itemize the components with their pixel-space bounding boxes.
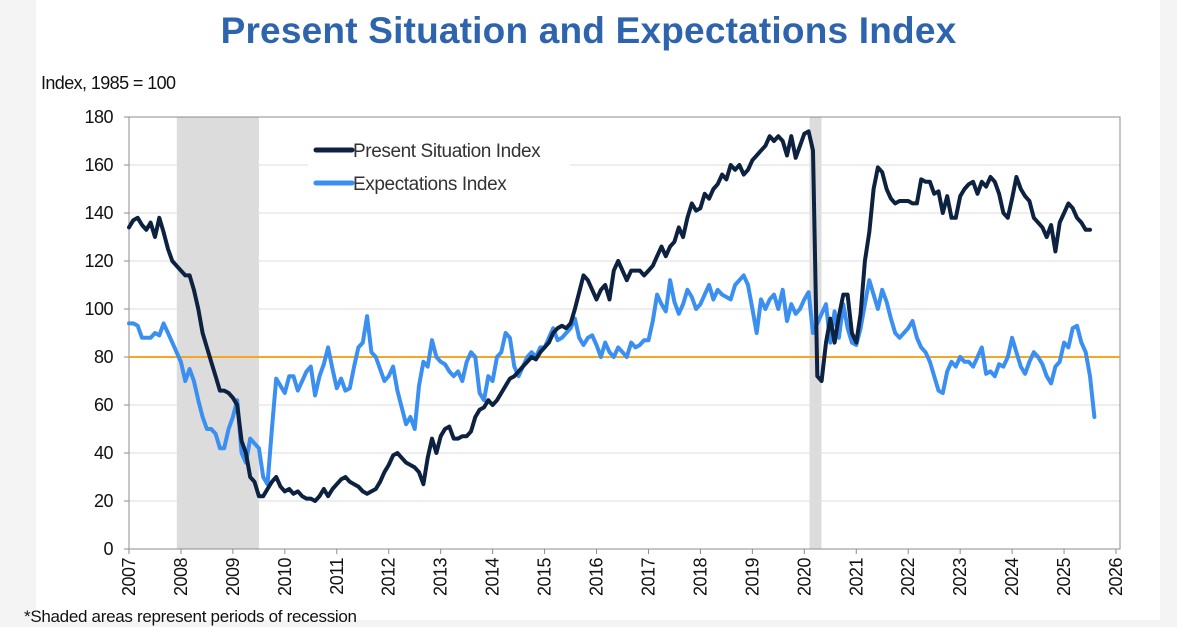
y-tick-label: 160 <box>84 155 113 175</box>
x-tick-label: 2016 <box>587 558 607 597</box>
plot-frame <box>128 116 1121 550</box>
series-group <box>127 129 1097 503</box>
y-tick-label: 20 <box>94 491 114 511</box>
x-axis-ticks: 2007 2008 2009 2010 2011 2012 2013 2014 2015 2016… <box>119 549 1126 596</box>
y-axis-label: Index, 1985 = 100 <box>41 73 176 93</box>
series-line-present-situation-index <box>127 129 1092 503</box>
x-tick-label: 2022 <box>898 558 918 597</box>
x-tick-label: 2023 <box>950 558 970 597</box>
x-tick-label: 2020 <box>794 558 814 597</box>
x-tick-label: 2026 <box>1106 558 1126 597</box>
x-tick-label: 2018 <box>690 558 710 597</box>
x-tick-label: 2008 <box>171 558 191 597</box>
recession-band <box>176 117 259 549</box>
y-tick-label: 80 <box>94 347 114 367</box>
legend-label-present-situation: Present Situation Index <box>353 141 541 162</box>
x-tick-label: 2019 <box>742 558 762 597</box>
y-tick-label: 40 <box>94 443 114 463</box>
legend-label-expectations: Expectations Index <box>353 174 507 195</box>
x-tick-label: 2021 <box>846 558 866 597</box>
x-tick-label: 2009 <box>223 558 243 597</box>
series-line-expectations-index <box>127 273 1097 487</box>
y-tick-label: 60 <box>94 395 114 415</box>
legend: Present Situation Index Expectations Ind… <box>308 134 570 198</box>
x-tick-label: 2007 <box>119 558 139 597</box>
footnote: *Shaded areas represent periods of reces… <box>24 607 357 626</box>
y-tick-label: 0 <box>103 539 113 559</box>
x-tick-label: 2025 <box>1054 558 1074 597</box>
y-tick-label: 100 <box>84 299 113 319</box>
y-tick-label: 180 <box>84 107 113 127</box>
x-tick-label: 2010 <box>275 558 295 597</box>
x-tick-label: 2014 <box>483 558 503 597</box>
x-tick-label: 2013 <box>431 558 451 597</box>
chart-title: Present Situation and Expectations Index <box>220 10 957 51</box>
x-tick-label: 2015 <box>535 558 555 597</box>
x-tick-label: 2024 <box>1002 558 1022 597</box>
x-tick-label: 2012 <box>379 558 399 597</box>
y-tick-label: 140 <box>84 203 113 223</box>
y-tick-label: 120 <box>84 251 113 271</box>
y-axis-ticks: 0 20 40 60 80 100 120 140 160 180 <box>84 107 129 559</box>
gridlines <box>129 164 1120 502</box>
legend-background <box>308 134 570 198</box>
x-tick-label: 2011 <box>327 558 347 595</box>
x-tick-label: 2017 <box>638 558 658 597</box>
